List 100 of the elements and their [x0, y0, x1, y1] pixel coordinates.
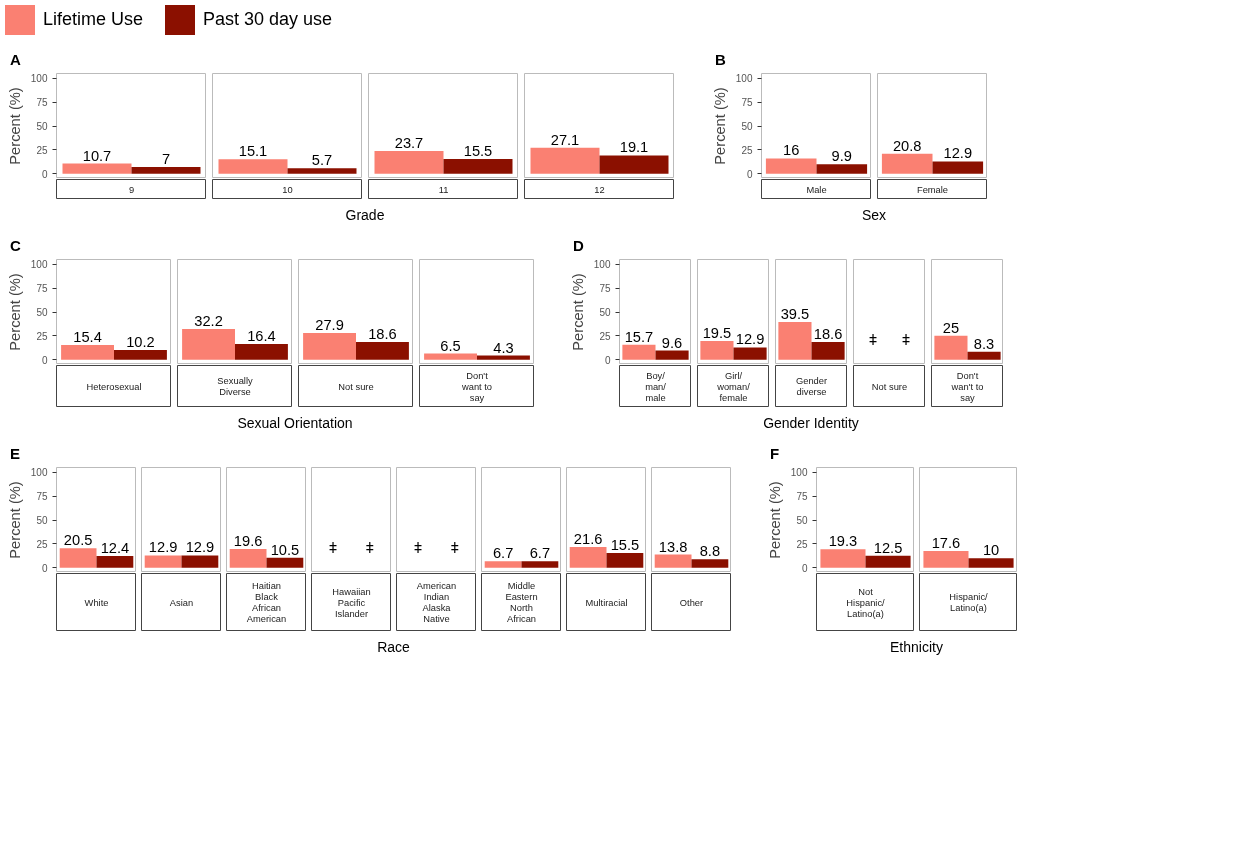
- y-tick-label: 0: [41, 354, 48, 366]
- y-axis-title: Percent (%): [711, 87, 728, 165]
- chart-title: C: [10, 237, 21, 254]
- text: ǂ: [901, 331, 911, 348]
- bar: [356, 341, 409, 360]
- y-tick-label: 25: [796, 538, 808, 550]
- bar: [923, 550, 969, 568]
- legend-label: Past 30 day use: [203, 9, 333, 30]
- x-axis-title: Sex: [861, 206, 887, 225]
- data-label: 10: [982, 542, 1000, 559]
- chart-title: F: [770, 445, 780, 462]
- y-axis-title: Percent (%): [6, 87, 23, 165]
- bar: [606, 552, 644, 568]
- bar: [266, 557, 304, 568]
- data-label: 16.4: [247, 328, 276, 345]
- bar: [733, 347, 767, 360]
- data-label: 7: [161, 151, 171, 168]
- bar: [521, 561, 559, 568]
- category-label: Not sure: [871, 381, 908, 392]
- bar: [443, 158, 513, 174]
- category-label: Other: [679, 597, 704, 608]
- bar: [778, 322, 812, 360]
- data-label: 27.1: [550, 131, 580, 148]
- y-tick-label: 0: [604, 354, 611, 366]
- y-tick-label: 25: [599, 330, 611, 342]
- bar: [967, 351, 1001, 360]
- y-tick-label: 25: [36, 144, 48, 156]
- y-tick-label: 25: [36, 330, 48, 342]
- category-label: Female: [916, 184, 949, 195]
- category-label: Haitian Black African American: [246, 581, 287, 624]
- text: ǂ: [868, 331, 878, 348]
- data-label: 15.7: [624, 328, 654, 345]
- chart-title: E: [10, 445, 21, 462]
- text: ǂ: [450, 539, 460, 556]
- y-tick-label: 100: [790, 467, 808, 479]
- y-tick-label: 100: [593, 259, 611, 271]
- y-tick-label: 25: [36, 538, 48, 550]
- data-label: 18.6: [368, 325, 397, 342]
- bar: [477, 355, 530, 360]
- text: ǂ: [413, 539, 423, 556]
- bar: [530, 147, 600, 174]
- bar: [599, 155, 669, 174]
- category-label: Multiracial: [585, 597, 628, 608]
- data-label: 12.9: [735, 331, 765, 348]
- y-tick-label: 0: [801, 562, 808, 574]
- y-tick-label: 100: [30, 467, 48, 479]
- category-label: Not Hispanic/ Latino(a): [846, 586, 885, 619]
- bar: [968, 558, 1014, 568]
- bar: [484, 561, 522, 568]
- category-label: 10: [282, 184, 293, 195]
- bar: [96, 555, 134, 568]
- category-label: Sexually Diverse: [217, 376, 253, 397]
- data-label: 4.3: [493, 339, 514, 356]
- y-tick-label: 75: [36, 97, 48, 109]
- data-label: 17.6: [931, 534, 961, 551]
- category-label: Girl/ woman/ female: [717, 370, 750, 403]
- y-tick-label: 75: [599, 283, 611, 295]
- chart-title: A: [10, 51, 21, 68]
- data-label: 16: [783, 142, 800, 159]
- bar: [865, 555, 911, 568]
- category-label: Don't wan't to say: [951, 370, 984, 403]
- y-tick-label: 0: [746, 168, 753, 180]
- bar: [374, 151, 444, 174]
- data-label: 6.5: [440, 337, 461, 354]
- category-label: Boy/ man/ male: [645, 370, 666, 403]
- data-label: 6.7: [529, 545, 551, 562]
- y-tick-label: 75: [796, 491, 808, 503]
- data-label: 15.5: [610, 536, 640, 553]
- data-label: 8.8: [699, 543, 721, 560]
- bar: [424, 353, 477, 360]
- y-axis-title: Percent (%): [766, 481, 783, 559]
- bar: [131, 167, 201, 174]
- data-label: 13.8: [658, 538, 688, 555]
- y-tick-label: 50: [741, 121, 753, 132]
- category-label: White: [84, 597, 109, 608]
- y-axis-title: Percent (%): [6, 273, 23, 351]
- bar: [691, 559, 729, 568]
- bar: [144, 555, 182, 568]
- y-tick-label: 75: [36, 283, 48, 295]
- bar: [700, 341, 734, 360]
- y-axis-title: Percent (%): [6, 481, 23, 559]
- data-label: 21.6: [573, 531, 603, 548]
- data-label: 12.9: [185, 539, 215, 556]
- category-label: Hispanic/ Latino(a): [949, 592, 988, 613]
- data-label: 39.5: [780, 306, 810, 323]
- data-label: 12.5: [873, 539, 903, 556]
- legend-label: Lifetime Use: [43, 9, 144, 30]
- data-label: 10.5: [270, 541, 300, 558]
- y-axis-title: Percent (%): [569, 273, 586, 351]
- data-label: 25: [942, 319, 960, 336]
- category-label: Heterosexual: [86, 381, 142, 392]
- category-label: 9: [128, 184, 135, 195]
- data-label: 32.2: [194, 312, 223, 329]
- bar: [934, 335, 968, 360]
- category-label: Don't want to say: [461, 370, 493, 403]
- category-label: Gender diverse: [795, 376, 828, 397]
- category-label: 11: [438, 184, 449, 195]
- bar: [235, 344, 288, 360]
- data-label: 23.7: [394, 135, 424, 152]
- y-tick-label: 50: [36, 515, 48, 526]
